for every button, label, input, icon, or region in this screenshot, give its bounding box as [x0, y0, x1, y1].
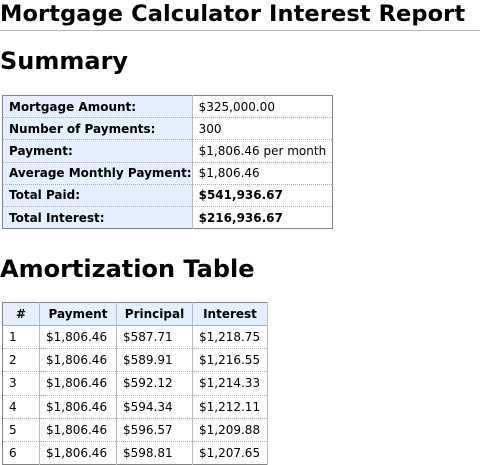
summary-row-average-monthly-payment: Average Monthly Payment: $1,806.46 — [2, 162, 333, 185]
cell-principal: $598.81 — [116, 441, 193, 465]
table-row: 3 $1,806.46 $592.12 $1,214.33 — [2, 371, 268, 396]
cell-principal: $587.71 — [116, 325, 193, 350]
table-row: 1 $1,806.46 $587.71 $1,218.75 — [2, 325, 268, 350]
table-row: 2 $1,806.46 $589.91 $1,216.55 — [2, 348, 268, 373]
summary-value: $325,000.00 — [192, 95, 333, 119]
cell-payment: $1,806.46 — [39, 395, 117, 419]
cell-number: 4 — [2, 395, 40, 419]
summary-row-total-interest: Total Interest: $216,936.67 — [2, 206, 333, 229]
summary-label: Mortgage Amount: — [2, 95, 193, 119]
table-row: 4 $1,806.46 $594.34 $1,212.11 — [2, 395, 268, 419]
amortization-heading: Amortization Table — [0, 255, 255, 283]
cell-number: 2 — [2, 348, 40, 373]
column-header-number: # — [2, 302, 40, 326]
summary-label: Number of Payments: — [2, 117, 193, 141]
summary-row-payment: Payment: $1,806.46 per month — [2, 139, 333, 163]
cell-interest: $1,218.75 — [192, 325, 268, 350]
summary-heading: Summary — [0, 47, 129, 75]
summary-row-total-paid: Total Paid: $541,936.67 — [2, 184, 333, 207]
cell-interest: $1,207.65 — [192, 441, 268, 465]
cell-payment: $1,806.46 — [39, 325, 117, 350]
cell-payment: $1,806.46 — [39, 348, 117, 373]
summary-value: $1,806.46 per month — [192, 139, 333, 163]
cell-principal: $589.91 — [116, 348, 193, 373]
cell-number: 3 — [2, 371, 40, 396]
cell-principal: $592.12 — [116, 371, 193, 396]
cell-interest: $1,209.88 — [192, 418, 268, 442]
table-row: 5 $1,806.46 $596.57 $1,209.88 — [2, 418, 268, 442]
summary-value: 300 — [192, 117, 333, 141]
summary-row-number-of-payments: Number of Payments: 300 — [2, 117, 333, 141]
summary-row-mortgage-amount: Mortgage Amount: $325,000.00 — [2, 95, 333, 119]
summary-label: Payment: — [2, 139, 193, 163]
cell-interest: $1,216.55 — [192, 348, 268, 373]
cell-principal: $596.57 — [116, 418, 193, 442]
summary-label: Total Paid: — [2, 184, 193, 207]
cell-interest: $1,214.33 — [192, 371, 268, 396]
column-header-payment: Payment — [39, 302, 117, 326]
column-header-interest: Interest — [192, 302, 268, 326]
cell-payment: $1,806.46 — [39, 441, 117, 465]
summary-value: $1,806.46 — [192, 162, 333, 185]
column-header-principal: Principal — [116, 302, 193, 326]
cell-payment: $1,806.46 — [39, 418, 117, 442]
summary-value: $541,936.67 — [192, 184, 333, 207]
table-row: 6 $1,806.46 $598.81 $1,207.65 — [2, 441, 268, 465]
summary-label: Total Interest: — [2, 206, 193, 229]
cell-number: 6 — [2, 441, 40, 465]
cell-principal: $594.34 — [116, 395, 193, 419]
summary-table: Mortgage Amount: $325,000.00 Number of P… — [2, 95, 333, 230]
amortization-table: # Payment Principal Interest 1 $1,806.46… — [2, 302, 268, 465]
summary-value: $216,936.67 — [192, 206, 333, 229]
cell-number: 1 — [2, 325, 40, 350]
page-title: Mortgage Calculator Interest Report — [0, 0, 480, 31]
cell-payment: $1,806.46 — [39, 371, 117, 396]
summary-label: Average Monthly Payment: — [2, 162, 193, 185]
table-header-row: # Payment Principal Interest — [2, 302, 268, 326]
cell-number: 5 — [2, 418, 40, 442]
cell-interest: $1,212.11 — [192, 395, 268, 419]
